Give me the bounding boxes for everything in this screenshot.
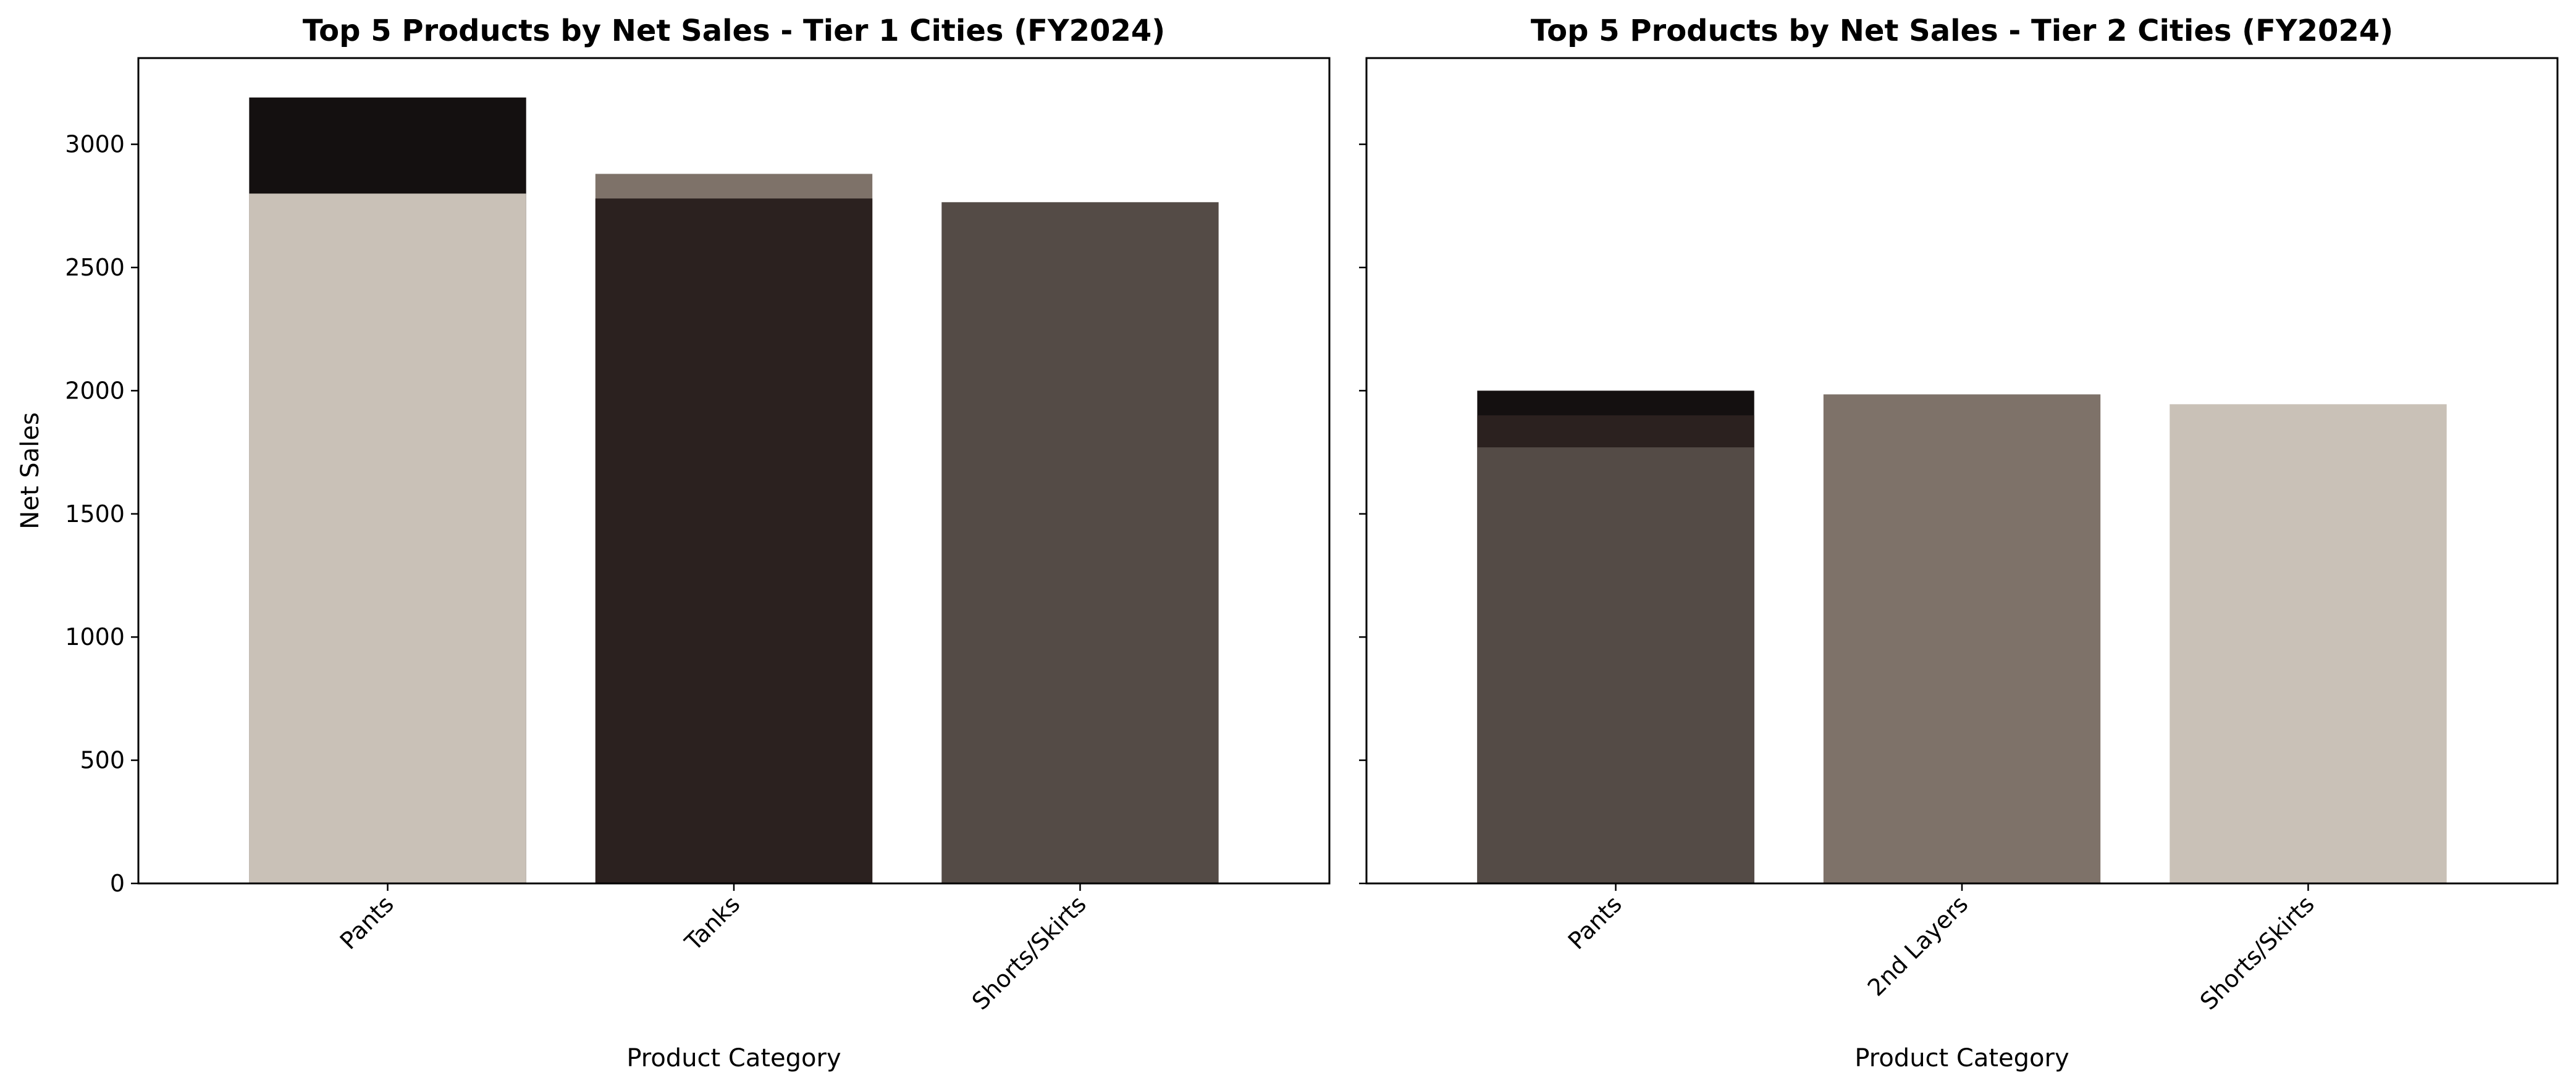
panel-2-xlabel: Product Category (1854, 1044, 2069, 1072)
panel-1-title: Top 5 Products by Net Sales - Tier 1 Cit… (303, 14, 1165, 48)
panel-1-bar-5 (941, 202, 1219, 883)
panel-1-ytick-label: 1500 (65, 500, 125, 528)
panel-1-ytick-label: 1000 (65, 623, 125, 651)
panel-1-bar-4 (595, 198, 873, 884)
panel-2-title: Top 5 Products by Net Sales - Tier 2 Cit… (1531, 14, 2393, 48)
panel-2-bar-4 (1823, 394, 2101, 883)
panel-2-xtick-label: Shorts/Skirts (2195, 890, 2320, 1015)
panel-1-xtick-label: Shorts/Skirts (967, 890, 1092, 1015)
panel-1-xlabel: Product Category (626, 1044, 841, 1072)
panel-1-xtick-label: Pants (335, 890, 399, 954)
panel-2-xtick-label: Pants (1563, 890, 1627, 954)
panel-2-xtick-label: 2nd Layers (1863, 890, 1974, 1001)
panel-1-ytick-label: 3000 (65, 131, 125, 158)
panel-1-xtick-label: Tanks (680, 890, 746, 956)
panel-1-ytick-label: 500 (80, 747, 125, 774)
panel-1-ytick-label: 2000 (65, 377, 125, 404)
panel-1-ytick-label: 0 (110, 870, 125, 897)
panel-2-bar-5 (2170, 404, 2447, 883)
panel-2-bar-3 (1477, 447, 1754, 883)
panel-1-bar-2 (249, 193, 526, 884)
panel-1-ytick-label: 2500 (65, 254, 125, 281)
panel-1-ylabel: Net Sales (16, 412, 44, 529)
